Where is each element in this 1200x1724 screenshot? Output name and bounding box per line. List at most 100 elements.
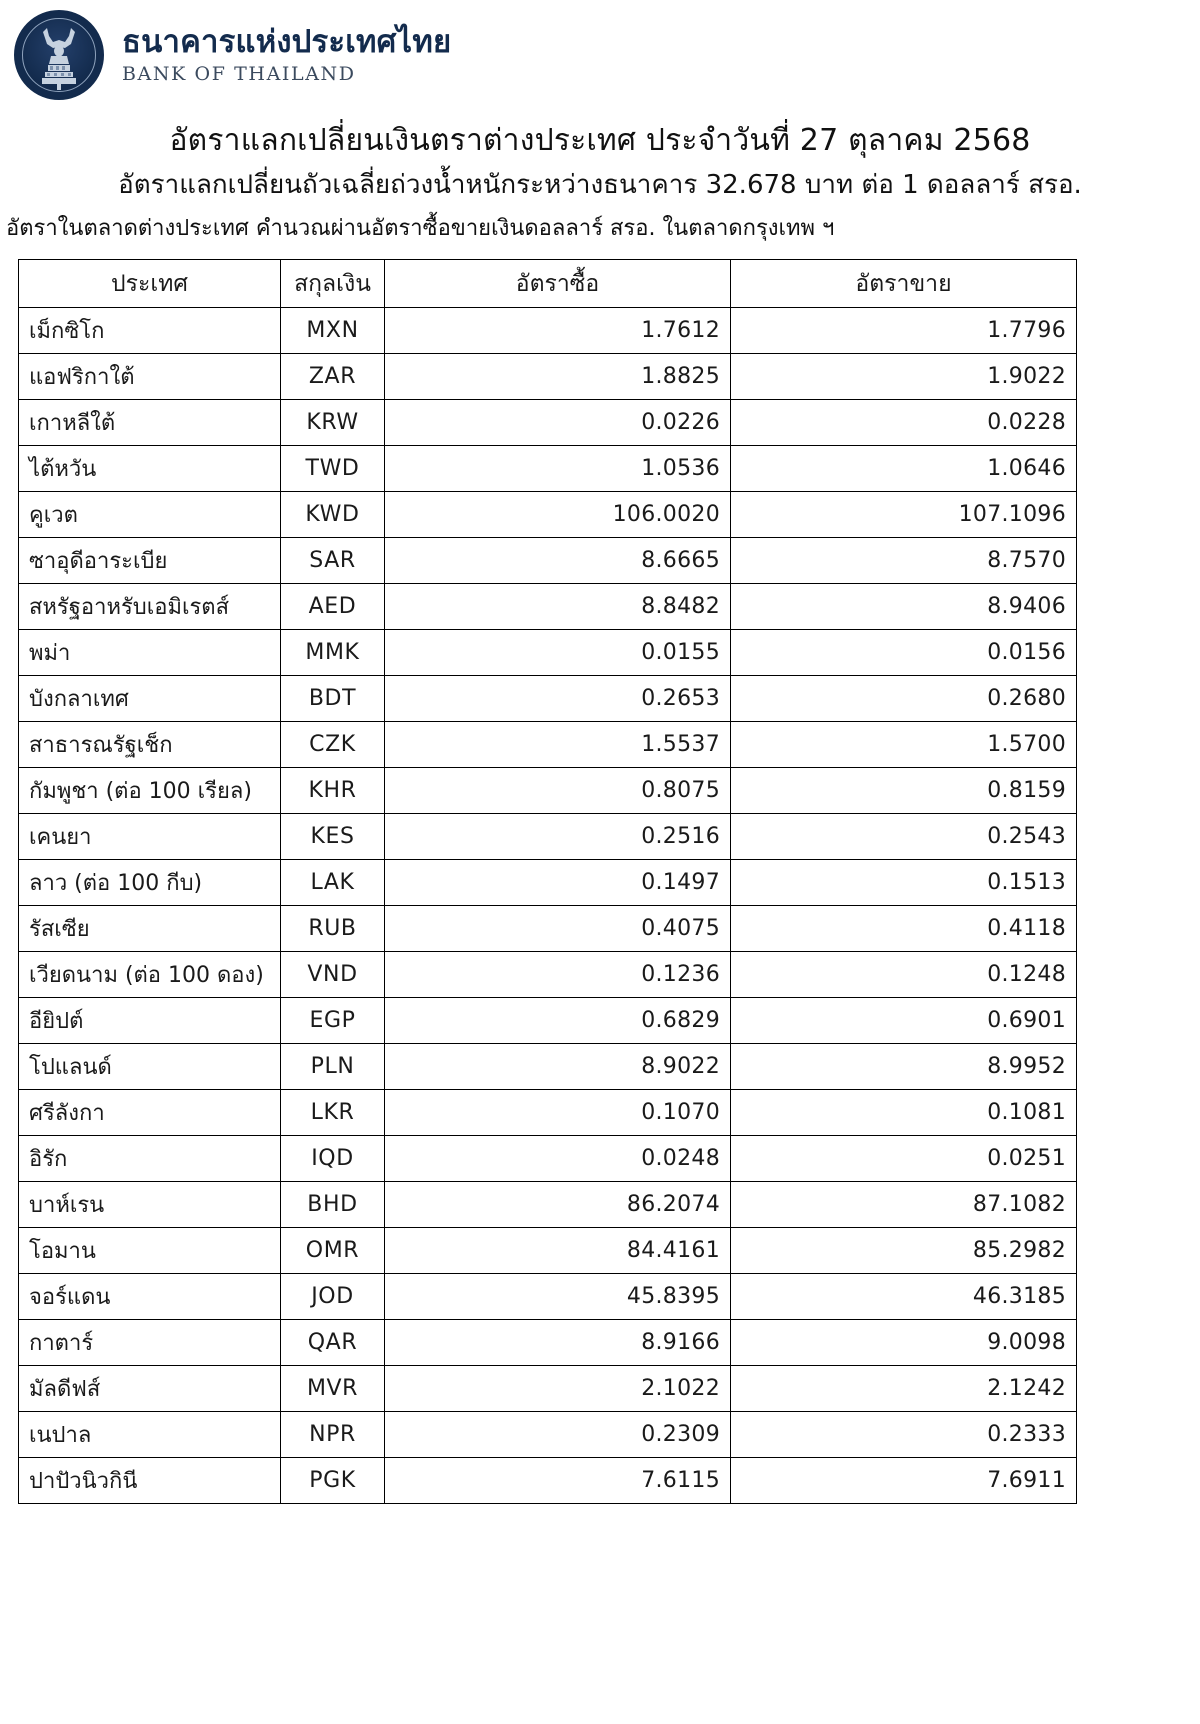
- cell-buy-rate: 0.8075: [384, 767, 731, 815]
- cell-sell-rate: 107.1096: [730, 491, 1077, 539]
- cell-country: ลาว (ต่อ 100 กีบ): [18, 859, 281, 907]
- cell-currency-code: MMK: [280, 629, 385, 677]
- cell-currency-code: OMR: [280, 1227, 385, 1275]
- cell-buy-rate: 0.6829: [384, 997, 731, 1045]
- cell-sell-rate: 87.1082: [730, 1181, 1077, 1229]
- cell-buy-rate: 0.2309: [384, 1411, 731, 1459]
- cell-country: กัมพูชา (ต่อ 100 เรียล): [18, 767, 281, 815]
- cell-buy-rate: 106.0020: [384, 491, 731, 539]
- cell-currency-code: CZK: [280, 721, 385, 769]
- cell-buy-rate: 84.4161: [384, 1227, 731, 1275]
- cell-currency-code: VND: [280, 951, 385, 999]
- cell-buy-rate: 0.4075: [384, 905, 731, 953]
- cell-currency-code: QAR: [280, 1319, 385, 1367]
- cell-buy-rate: 0.0248: [384, 1135, 731, 1183]
- brand-name-english: BANK OF THAILAND: [122, 62, 356, 85]
- cell-country: เนปาล: [18, 1411, 281, 1459]
- cell-sell-rate: 0.2333: [730, 1411, 1077, 1459]
- table-row: เม็กซิโก MXN 1.7612 1.7796: [18, 307, 1077, 355]
- cell-currency-code: MXN: [280, 307, 385, 355]
- document-titles: อัตราแลกเปลี่ยนเงินตราต่างประเทศ ประจำวั…: [0, 122, 1200, 243]
- table-row: โปแลนด์ PLN 8.9022 8.9952: [18, 1043, 1077, 1091]
- table-row: ปาปัวนิวกินี PGK 7.6115 7.6911: [18, 1457, 1077, 1505]
- cell-sell-rate: 85.2982: [730, 1227, 1077, 1275]
- cell-sell-rate: 0.8159: [730, 767, 1077, 815]
- bot-seal-icon: [14, 10, 104, 100]
- cell-country: เม็กซิโก: [18, 307, 281, 355]
- cell-sell-rate: 8.9406: [730, 583, 1077, 631]
- brand-header: ธนาคารแห่งประเทศไทย BANK OF THAILAND: [0, 0, 1200, 100]
- cell-currency-code: JOD: [280, 1273, 385, 1321]
- cell-buy-rate: 8.6665: [384, 537, 731, 585]
- cell-sell-rate: 0.2680: [730, 675, 1077, 723]
- cell-country: ซาอุดีอาระเบีย: [18, 537, 281, 585]
- cell-sell-rate: 0.1081: [730, 1089, 1077, 1137]
- cell-sell-rate: 2.1242: [730, 1365, 1077, 1413]
- table-row: ศรีลังกา LKR 0.1070 0.1081: [18, 1089, 1077, 1137]
- cell-buy-rate: 1.7612: [384, 307, 731, 355]
- cell-currency-code: ZAR: [280, 353, 385, 401]
- cell-sell-rate: 1.9022: [730, 353, 1077, 401]
- cell-buy-rate: 0.0155: [384, 629, 731, 677]
- cell-country: ศรีลังกา: [18, 1089, 281, 1137]
- exchange-rate-table-container: ประเทศ สกุลเงิน อัตราซื้อ อัตราขาย เม็กซ…: [18, 259, 1077, 1505]
- cell-currency-code: LKR: [280, 1089, 385, 1137]
- cell-buy-rate: 45.8395: [384, 1273, 731, 1321]
- cell-buy-rate: 8.9166: [384, 1319, 731, 1367]
- cell-buy-rate: 8.8482: [384, 583, 731, 631]
- table-body: เม็กซิโก MXN 1.7612 1.7796 แอฟริกาใต้ ZAR 1.88…: [18, 307, 1077, 1505]
- cell-sell-rate: 0.0251: [730, 1135, 1077, 1183]
- brand-name-thai: ธนาคารแห่งประเทศไทย: [122, 23, 452, 60]
- cell-currency-code: PGK: [280, 1457, 385, 1505]
- cell-country: เวียดนาม (ต่อ 100 ดอง): [18, 951, 281, 999]
- table-row: เคนยา KES 0.2516 0.2543: [18, 813, 1077, 861]
- table-row: โอมาน OMR 84.4161 85.2982: [18, 1227, 1077, 1275]
- seal-deity-figure-icon: [42, 28, 76, 90]
- table-row: เวียดนาม (ต่อ 100 ดอง) VND 0.1236 0.1248: [18, 951, 1077, 999]
- brand-text-block: ธนาคารแห่งประเทศไทย BANK OF THAILAND: [122, 23, 452, 85]
- cell-buy-rate: 8.9022: [384, 1043, 731, 1091]
- cell-sell-rate: 8.7570: [730, 537, 1077, 585]
- cell-sell-rate: 0.4118: [730, 905, 1077, 953]
- table-row: คูเวต KWD 106.0020 107.1096: [18, 491, 1077, 539]
- cell-buy-rate: 86.2074: [384, 1181, 731, 1229]
- page-title: อัตราแลกเปลี่ยนเงินตราต่างประเทศ ประจำวั…: [169, 123, 1031, 158]
- cell-currency-code: TWD: [280, 445, 385, 493]
- cell-currency-code: EGP: [280, 997, 385, 1045]
- cell-currency-code: BDT: [280, 675, 385, 723]
- cell-currency-code: NPR: [280, 1411, 385, 1459]
- cell-buy-rate: 0.2516: [384, 813, 731, 861]
- cell-country: คูเวต: [18, 491, 281, 539]
- cell-sell-rate: 0.0228: [730, 399, 1077, 447]
- cell-country: ไต้หวัน: [18, 445, 281, 493]
- cell-country: บังกลาเทศ: [18, 675, 281, 723]
- reference-rate-line: อัตราแลกเปลี่ยนถัวเฉลี่ยถ่วงน้ำหนักระหว่…: [118, 170, 1082, 201]
- cell-currency-code: PLN: [280, 1043, 385, 1091]
- cell-country: เคนยา: [18, 813, 281, 861]
- cell-country: สาธารณรัฐเช็ก: [18, 721, 281, 769]
- table-row: พม่า MMK 0.0155 0.0156: [18, 629, 1077, 677]
- calculation-note: อัตราในตลาดต่างประเทศ คำนวณผ่านอัตราซื้อ…: [6, 215, 835, 241]
- cell-country: รัสเซีย: [18, 905, 281, 953]
- cell-buy-rate: 0.1497: [384, 859, 731, 907]
- cell-country: กาตาร์: [18, 1319, 281, 1367]
- cell-buy-rate: 1.0536: [384, 445, 731, 493]
- table-row: สหรัฐอาหรับเอมิเรตส์ AED 8.8482 8.9406: [18, 583, 1077, 631]
- table-row: มัลดีฟส์ MVR 2.1022 2.1242: [18, 1365, 1077, 1413]
- cell-buy-rate: 2.1022: [384, 1365, 731, 1413]
- table-row: บาห์เรน BHD 86.2074 87.1082: [18, 1181, 1077, 1229]
- cell-sell-rate: 7.6911: [730, 1457, 1077, 1505]
- table-row: จอร์แดน JOD 45.8395 46.3185: [18, 1273, 1077, 1321]
- table-row: บังกลาเทศ BDT 0.2653 0.2680: [18, 675, 1077, 723]
- cell-currency-code: MVR: [280, 1365, 385, 1413]
- table-row: เกาหลีใต้ KRW 0.0226 0.0228: [18, 399, 1077, 447]
- column-header-sell: อัตราขาย: [730, 259, 1077, 309]
- cell-country: จอร์แดน: [18, 1273, 281, 1321]
- cell-sell-rate: 0.2543: [730, 813, 1077, 861]
- cell-country: อียิปต์: [18, 997, 281, 1045]
- cell-country: แอฟริกาใต้: [18, 353, 281, 401]
- column-header-buy: อัตราซื้อ: [384, 259, 731, 309]
- cell-currency-code: SAR: [280, 537, 385, 585]
- cell-sell-rate: 9.0098: [730, 1319, 1077, 1367]
- table-row: ซาอุดีอาระเบีย SAR 8.6665 8.7570: [18, 537, 1077, 585]
